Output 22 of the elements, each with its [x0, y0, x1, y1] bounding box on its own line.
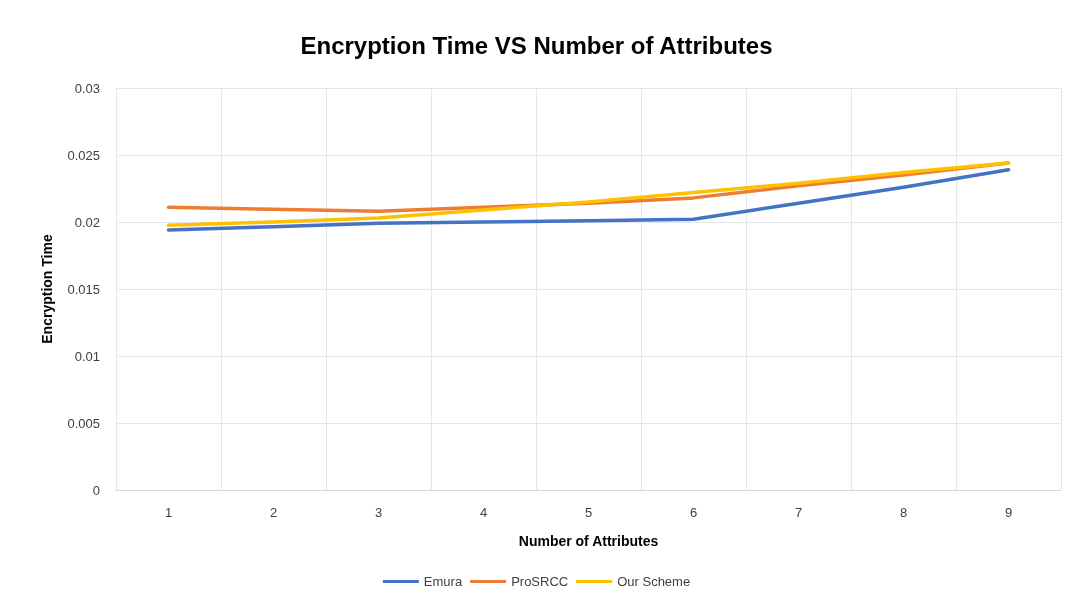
y-tick-label: 0.03	[74, 80, 100, 96]
y-tick-label: 0.025	[67, 147, 100, 163]
y-tick-label: 0.005	[67, 415, 100, 431]
y-tick-label: 0	[92, 482, 100, 498]
x-axis-title: Number of Attributes	[518, 533, 659, 549]
chart-title: Encryption Time VS Number of Attributes	[300, 31, 773, 59]
y-axis-title: Encryption Time	[39, 234, 55, 344]
y-tick-label: 0.015	[67, 281, 100, 297]
legend-label: Our Scheme	[617, 574, 691, 589]
x-tick-label: 1	[164, 505, 173, 520]
y-tick-label: 0.02	[74, 214, 100, 230]
legend-label: Emura	[423, 574, 463, 589]
x-tick-label: 9	[1004, 505, 1013, 520]
x-tick-label: 8	[899, 505, 908, 520]
x-tick-label: 2	[269, 505, 278, 520]
x-tick-label: 5	[584, 505, 593, 520]
x-tick-label: 7	[794, 505, 803, 520]
x-tick-label: 6	[689, 505, 698, 520]
x-tick-label: 3	[374, 505, 383, 520]
y-tick-label: 0.01	[74, 348, 100, 364]
legend-label: ProSRCC	[511, 574, 569, 589]
x-tick-label: 4	[479, 505, 488, 520]
